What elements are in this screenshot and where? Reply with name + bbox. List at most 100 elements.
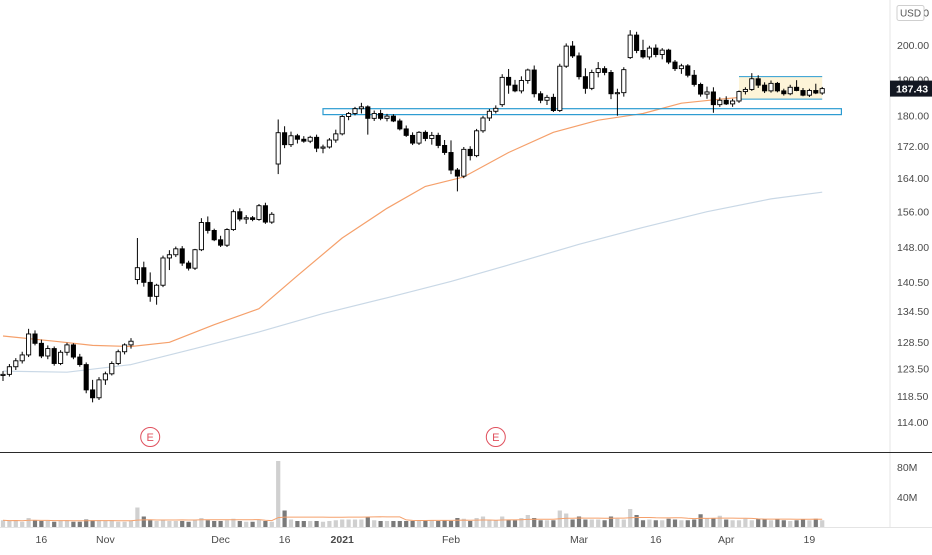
- candle-body: [736, 91, 742, 102]
- candle-body: [77, 356, 83, 366]
- volume-bar: [404, 521, 409, 527]
- candle: [666, 48, 672, 65]
- volume-bar: [532, 518, 537, 527]
- candle-body: [518, 80, 524, 92]
- volume-bar: [20, 521, 25, 527]
- volume-bar: [340, 519, 345, 527]
- volume-bar: [109, 520, 114, 527]
- candle-body: [333, 133, 339, 141]
- volume-bar: [359, 519, 364, 527]
- candle: [109, 361, 115, 376]
- candle: [531, 65, 537, 98]
- candle-body: [230, 211, 236, 231]
- candle: [6, 364, 12, 377]
- candle: [819, 86, 825, 95]
- volume-bar: [352, 519, 358, 527]
- volume-bar: [672, 519, 678, 527]
- candle: [621, 67, 627, 97]
- volume-bar: [768, 520, 774, 527]
- earnings-marker[interactable]: E: [485, 427, 506, 447]
- price-axis[interactable]: 210.00200.00190.00180.00172.00164.00156.…: [897, 7, 929, 429]
- annotation-layer[interactable]: [322, 76, 843, 116]
- candle: [256, 204, 262, 221]
- candle: [774, 81, 780, 93]
- candle: [787, 84, 793, 96]
- volume-bar: [775, 519, 780, 527]
- candle: [320, 144, 326, 154]
- candle-body: [474, 130, 480, 157]
- volume-bar: [71, 521, 76, 527]
- candle: [570, 41, 576, 58]
- price-tick-label: 200.00: [897, 40, 929, 52]
- volume-bar: [135, 507, 140, 527]
- candle: [102, 371, 108, 385]
- candle: [685, 64, 691, 78]
- candle: [13, 358, 19, 370]
- volume-bar: [205, 520, 210, 527]
- volume-bar: [346, 519, 351, 527]
- volume-axis[interactable]: 80M 40M: [897, 462, 917, 504]
- volume-bar: [192, 520, 198, 527]
- candle: [83, 362, 89, 394]
- candle: [384, 113, 390, 122]
- earnings-circle: [140, 427, 161, 447]
- candle: [461, 147, 467, 179]
- candle-body: [346, 113, 352, 117]
- volume-bar: [615, 518, 620, 527]
- candle-body: [390, 115, 396, 122]
- volume-bar: [551, 520, 556, 527]
- candle: [538, 91, 544, 104]
- resistance-zone[interactable]: [322, 108, 843, 116]
- candle: [614, 88, 620, 116]
- volume-bar: [685, 520, 690, 527]
- candle: [269, 212, 275, 224]
- candle: [602, 66, 608, 76]
- volume-bar: [384, 521, 390, 527]
- candle: [211, 228, 217, 242]
- time-axis[interactable]: 16 Nov Dec 16 2021 Feb Mar 16 Apr 19: [36, 534, 816, 546]
- candle: [96, 377, 102, 401]
- candle-body: [269, 213, 275, 223]
- ma-short-line: [2, 90, 823, 348]
- earnings-marker[interactable]: E: [140, 427, 161, 447]
- candle-body: [422, 131, 428, 139]
- volume-bar: [269, 521, 274, 527]
- time-tick-label: Feb: [442, 534, 460, 546]
- candle-body: [371, 113, 377, 119]
- candle: [544, 94, 550, 106]
- time-tick-label: Nov: [96, 534, 115, 546]
- candle-body: [614, 92, 620, 95]
- candle: [26, 328, 32, 358]
- candle-body: [806, 90, 812, 96]
- candle-body: [160, 257, 166, 286]
- candle: [723, 96, 729, 106]
- volume-bar: [250, 521, 255, 527]
- candle: [781, 88, 787, 96]
- candle: [154, 283, 160, 305]
- candle: [813, 83, 819, 95]
- candle: [646, 45, 652, 60]
- candle-body: [122, 344, 128, 353]
- candle-body: [550, 96, 556, 111]
- currency-badge[interactable]: USD: [896, 5, 925, 21]
- candle-body: [582, 76, 588, 89]
- candle-body: [301, 138, 307, 142]
- ma-short-layer: [2, 90, 823, 348]
- candle: [250, 216, 256, 222]
- candle: [70, 343, 76, 360]
- candle: [122, 343, 128, 355]
- candle-body: [141, 267, 147, 283]
- volume-bar: [743, 518, 748, 527]
- candle: [141, 261, 147, 287]
- candle: [467, 146, 473, 161]
- time-tick-label: Dec: [211, 534, 230, 546]
- candle: [499, 74, 505, 107]
- candle: [659, 48, 665, 60]
- candle-body: [787, 86, 793, 95]
- volume-bar: [583, 519, 588, 527]
- volume-tick-label: 80M: [897, 462, 917, 474]
- volume-bar: [596, 519, 601, 527]
- candle-body: [749, 78, 755, 90]
